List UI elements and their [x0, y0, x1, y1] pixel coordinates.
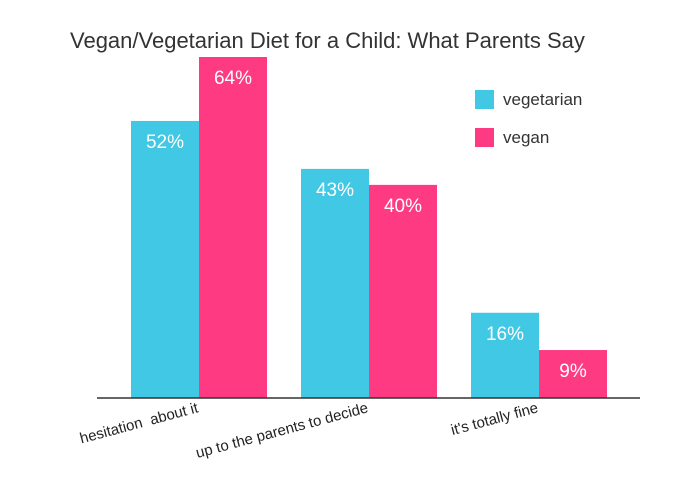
bar-label-vegan-1: 40% [384, 196, 422, 217]
bar-labels-layer: 52% 64% 43% 40% 16% 9% [146, 68, 587, 382]
legend: vegetarian vegan [475, 90, 582, 147]
legend-label-vegan: vegan [503, 128, 549, 147]
bar-label-vegan-2: 9% [559, 361, 587, 382]
legend-label-vegetarian: vegetarian [503, 90, 582, 109]
x-tick-label-0: hesitation about it [78, 399, 201, 447]
legend-swatch-vegetarian [475, 90, 494, 109]
legend-swatch-vegan [475, 128, 494, 147]
chart-title: Vegan/Vegetarian Diet for a Child: What … [70, 28, 585, 53]
bar-vegan-2 [539, 350, 607, 398]
bar-vegetarian-2 [471, 312, 539, 398]
bar-vegetarian-1 [301, 168, 369, 398]
bar-vegetarian-0 [131, 120, 199, 398]
bar-label-vegetarian-2: 16% [486, 324, 524, 345]
bar-label-vegetarian-0: 52% [146, 132, 184, 153]
bar-vegan-1 [369, 184, 437, 398]
bar-vegan-0 [199, 57, 267, 398]
bar-label-vegan-0: 64% [214, 68, 252, 89]
x-tick-label-1: up to the parents to decide [194, 399, 370, 461]
x-tick-label-2: it's totally fine [449, 399, 540, 439]
bar-label-vegetarian-1: 43% [316, 180, 354, 201]
bars-layer [131, 57, 607, 398]
